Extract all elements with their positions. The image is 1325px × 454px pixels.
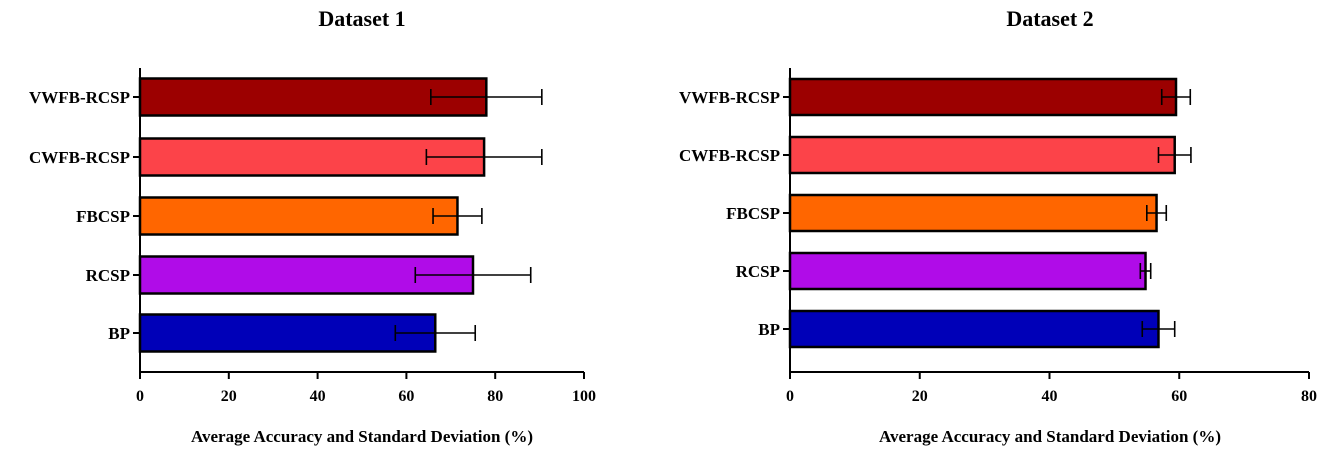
bar	[788, 77, 1178, 117]
bar	[138, 196, 459, 236]
bar	[788, 135, 1176, 175]
bar	[788, 193, 1158, 233]
x-tick-label: 20	[912, 388, 928, 405]
category-label: RCSP	[86, 266, 130, 285]
x-tick-label: 40	[1042, 388, 1058, 405]
category-label: VWFB-RCSP	[29, 88, 130, 107]
category-label: FBCSP	[726, 204, 780, 223]
chart-title: Dataset 1	[318, 6, 405, 31]
category-label: VWFB-RCSP	[679, 88, 780, 107]
chart-panel-dataset-2: Dataset 2 0 20 40 60 80 VWFB-RCSP CWFB-RCSP FBCS…	[679, 6, 1317, 446]
chart-panel-dataset-1: Dataset 1 0 20 40 60 80 100 VWFB-RCSP CWFB-RCSP F…	[29, 6, 596, 446]
category-label: FBCSP	[76, 207, 130, 226]
x-tick-label: 80	[487, 388, 503, 405]
category-label: CWFB-RCSP	[29, 148, 130, 167]
chart-title: Dataset 2	[1006, 6, 1093, 31]
category-label: CWFB-RCSP	[679, 146, 780, 165]
x-tick-label: 100	[572, 388, 596, 405]
x-tick-label: 40	[310, 388, 326, 405]
x-tick-label: 80	[1301, 388, 1317, 405]
category-label: BP	[758, 320, 780, 339]
x-axis-label: Average Accuracy and Standard Deviation …	[879, 427, 1221, 446]
bar	[788, 251, 1147, 291]
bar	[788, 309, 1160, 349]
x-tick-label: 20	[221, 388, 237, 405]
x-axis-label: Average Accuracy and Standard Deviation …	[191, 427, 533, 446]
bar	[138, 313, 437, 353]
x-tick-label: 0	[136, 388, 144, 405]
x-tick-label: 60	[398, 388, 414, 405]
category-label: BP	[108, 324, 130, 343]
x-tick-label: 0	[786, 388, 794, 405]
category-label: RCSP	[736, 262, 780, 281]
x-tick-label: 60	[1171, 388, 1187, 405]
